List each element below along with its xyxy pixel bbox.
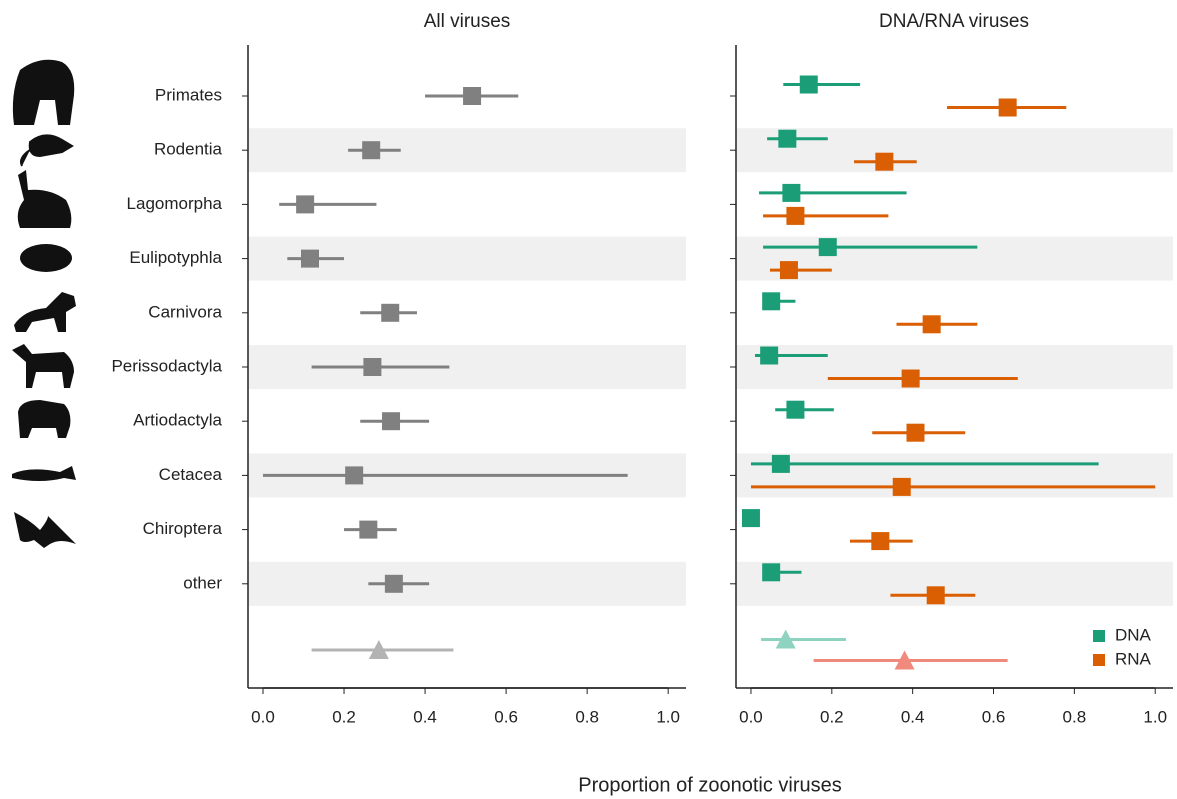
- point-marker: [384, 574, 403, 593]
- x-tick-label: 0.6: [494, 707, 518, 726]
- point-marker: [922, 315, 941, 334]
- point-marker: [382, 412, 401, 431]
- row-band: [736, 236, 1173, 281]
- category-label: Rodentia: [154, 140, 223, 159]
- point-marker: [786, 400, 805, 419]
- point-marker: [906, 423, 925, 442]
- legend-swatch: [1093, 630, 1105, 642]
- x-tick-label: 0.8: [575, 707, 599, 726]
- icon-chiroptera: [14, 512, 76, 548]
- category-label: Eulipotyphla: [129, 248, 222, 267]
- overall-marker: [894, 650, 915, 670]
- row-band: [736, 128, 1173, 173]
- row-band: [736, 561, 1173, 606]
- category-label: Perissodactyla: [111, 356, 222, 375]
- icon-cetacean: [12, 466, 76, 481]
- point-marker: [381, 303, 400, 322]
- category-label: other: [183, 573, 222, 592]
- x-tick-label: 0.6: [982, 707, 1006, 726]
- x-tick-label: 0.8: [1063, 707, 1087, 726]
- icon-lagomorph: [17, 170, 72, 228]
- panel-title: All viruses: [424, 11, 511, 32]
- legend-swatch: [1093, 654, 1105, 666]
- point-marker: [345, 466, 364, 485]
- x-tick-label: 0.2: [820, 707, 844, 726]
- point-marker: [998, 98, 1017, 117]
- point-marker: [818, 238, 837, 257]
- category-label: Carnivora: [148, 302, 222, 321]
- point-marker: [901, 369, 920, 388]
- point-marker: [762, 563, 781, 582]
- row-band: [736, 345, 1173, 389]
- point-marker: [762, 292, 781, 311]
- point-marker: [362, 141, 381, 160]
- row-band: [736, 453, 1173, 498]
- category-label: Lagomorpha: [127, 194, 223, 213]
- icon-eulipotyphla: [20, 244, 72, 272]
- row-band: [248, 128, 686, 173]
- category-label: Cetacea: [159, 465, 223, 484]
- point-marker: [926, 586, 945, 605]
- point-marker: [363, 358, 382, 376]
- x-tick-label: 0.4: [901, 707, 925, 726]
- icon-rodent: [20, 134, 74, 167]
- icon-artiodactyl: [18, 400, 71, 438]
- point-marker: [760, 346, 779, 365]
- point-marker: [782, 183, 801, 202]
- point-marker: [300, 249, 319, 268]
- x-tick-label: 0.4: [413, 707, 437, 726]
- legend-label: RNA: [1115, 649, 1152, 668]
- point-marker: [463, 87, 482, 105]
- x-axis-label: Proportion of zoonotic viruses: [578, 774, 841, 796]
- overall-marker: [368, 640, 389, 659]
- icon-carnivore: [14, 292, 76, 332]
- panel-title: DNA/RNA viruses: [879, 11, 1029, 32]
- row-band: [248, 561, 686, 606]
- x-tick-label: 1.0: [1143, 707, 1167, 726]
- animal-icons: [12, 59, 76, 548]
- point-marker: [359, 520, 378, 539]
- x-tick-label: 0.0: [739, 707, 763, 726]
- point-marker: [771, 454, 790, 473]
- point-marker: [799, 75, 818, 94]
- point-marker: [778, 129, 797, 148]
- point-marker: [741, 509, 760, 528]
- x-tick-label: 1.0: [656, 707, 680, 726]
- overall-marker: [775, 629, 796, 649]
- point-marker: [296, 195, 315, 214]
- x-tick-label: 0.2: [332, 707, 356, 726]
- point-marker: [786, 206, 805, 225]
- icon-primate: [12, 59, 75, 125]
- point-marker: [871, 532, 890, 551]
- point-marker: [875, 152, 894, 171]
- icon-perissodactyl: [12, 344, 74, 388]
- category-label: Primates: [155, 85, 222, 104]
- legend-label: DNA: [1115, 625, 1152, 644]
- point-marker: [892, 477, 911, 496]
- point-marker: [779, 261, 798, 280]
- x-tick-label: 0.0: [251, 707, 275, 726]
- category-label: Artiodactyla: [133, 411, 222, 430]
- category-label: Chiroptera: [143, 519, 223, 538]
